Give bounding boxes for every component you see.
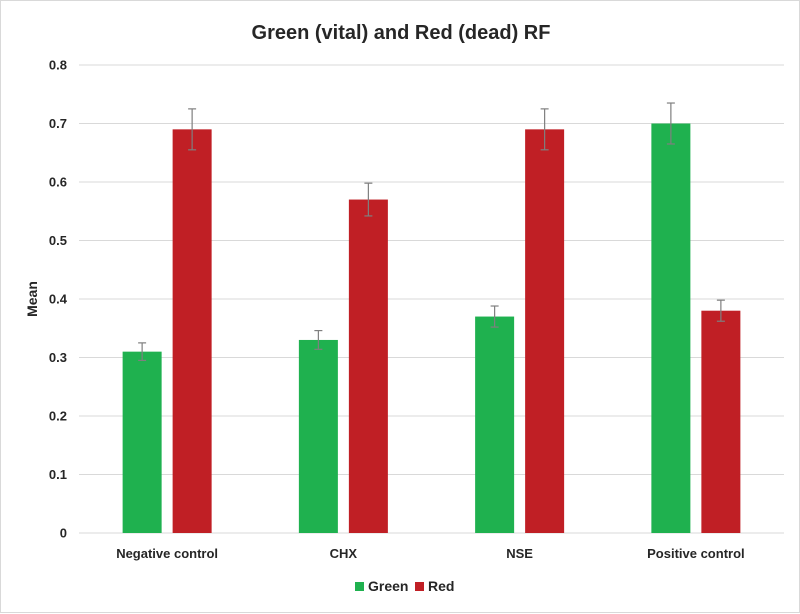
bar-green-2 <box>475 316 515 533</box>
x-tick-labels: Negative control CHX NSE Positive control <box>116 546 744 561</box>
y-tick-label: 0.2 <box>49 409 67 424</box>
y-tick-label: 0.3 <box>49 350 67 365</box>
x-tick-label: Negative control <box>116 546 218 561</box>
error-bar-red-3 <box>716 299 725 322</box>
y-tick-label: 0 <box>60 526 67 541</box>
y-tick-label: 0.5 <box>49 233 67 248</box>
y-tick-label: 0.4 <box>49 292 68 307</box>
y-tick-labels: 0 0.1 0.2 0.3 0.4 0.5 0.6 0.7 0.8 <box>49 58 68 541</box>
legend-swatch <box>355 582 364 591</box>
y-tick-label: 0.6 <box>49 175 67 190</box>
error-bar-green-3 <box>666 102 675 145</box>
chart-title: Green (vital) and Red (dead) RF <box>252 22 551 44</box>
y-tick-label: 0.1 <box>49 467 67 482</box>
error-bar-green-2 <box>490 305 499 328</box>
x-tick-label: NSE <box>506 546 533 561</box>
error-bar-green-0 <box>138 342 147 362</box>
bar-green-0 <box>122 351 162 533</box>
y-axis-label: Mean <box>24 281 40 317</box>
bars <box>122 123 741 534</box>
legend-swatch <box>415 582 424 591</box>
legend-item-red[interactable]: Red <box>415 578 454 594</box>
error-bar-red-2 <box>540 108 549 151</box>
error-bar-red-0 <box>188 108 197 151</box>
error-bar-green-1 <box>314 329 323 350</box>
bar-green-1 <box>298 339 338 533</box>
bar-red-0 <box>172 129 212 533</box>
bar-green-3 <box>651 123 691 533</box>
x-tick-label: CHX <box>330 546 358 561</box>
legend-label: Red <box>428 578 454 594</box>
legend[interactable]: Green Red <box>355 578 454 594</box>
legend-label: Green <box>368 578 408 594</box>
y-tick-label: 0.7 <box>49 116 67 131</box>
legend-item-green[interactable]: Green <box>355 578 408 594</box>
bar-red-3 <box>701 310 741 533</box>
bar-red-1 <box>348 199 388 534</box>
x-tick-label: Positive control <box>647 546 745 561</box>
bar-red-2 <box>525 129 565 533</box>
error-bar-red-1 <box>364 182 373 217</box>
error-bars <box>138 102 725 362</box>
y-tick-label: 0.8 <box>49 58 67 73</box>
